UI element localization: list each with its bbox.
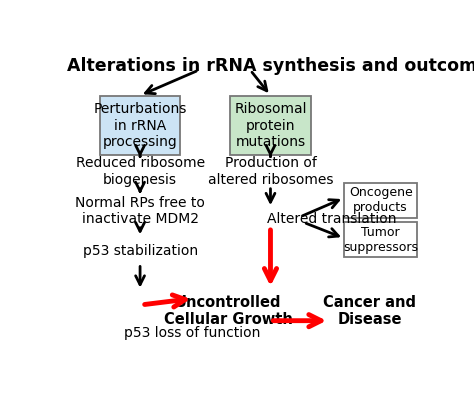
- FancyBboxPatch shape: [344, 183, 418, 218]
- Text: Altered translation: Altered translation: [267, 212, 396, 226]
- Text: p53 stabilization: p53 stabilization: [82, 244, 198, 258]
- Text: Oncogene
products: Oncogene products: [349, 186, 412, 214]
- Text: Tumor
suppressors: Tumor suppressors: [343, 226, 418, 254]
- Text: Perturbations
in rRNA
processing: Perturbations in rRNA processing: [93, 102, 187, 149]
- Text: Alterations in rRNA synthesis and outcome: Alterations in rRNA synthesis and outcom…: [66, 57, 474, 75]
- Text: Reduced ribosome
biogenesis: Reduced ribosome biogenesis: [75, 157, 205, 187]
- Text: Normal RPs free to
inactivate MDM2: Normal RPs free to inactivate MDM2: [75, 196, 205, 226]
- Text: Cancer and
Disease: Cancer and Disease: [323, 295, 416, 328]
- FancyBboxPatch shape: [100, 96, 181, 155]
- FancyBboxPatch shape: [230, 96, 311, 155]
- Text: Uncontrolled
Cellular Growth: Uncontrolled Cellular Growth: [164, 295, 292, 328]
- FancyBboxPatch shape: [344, 222, 418, 257]
- Text: Production of
altered ribosomes: Production of altered ribosomes: [208, 157, 333, 187]
- Text: Ribosomal
protein
mutations: Ribosomal protein mutations: [234, 102, 307, 149]
- Text: p53 loss of function: p53 loss of function: [124, 326, 260, 340]
